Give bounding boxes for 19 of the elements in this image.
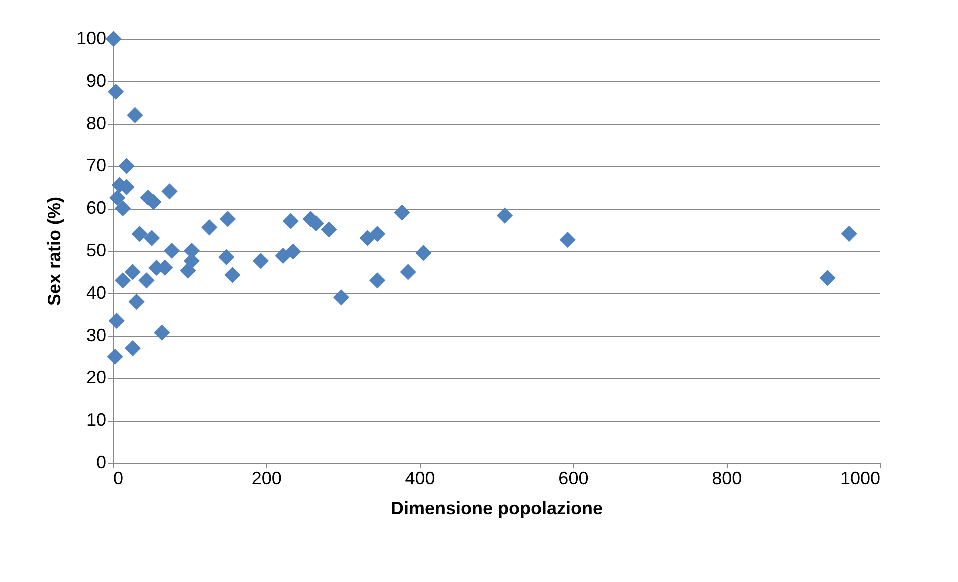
y-tick-label: 30 (86, 325, 106, 346)
y-tick-label: 80 (86, 113, 106, 134)
y-axis-title: Sex ratio (%) (44, 196, 64, 306)
y-tick-label: 70 (86, 156, 106, 176)
y-tick-label: 20 (86, 368, 106, 388)
x-tick-label: 1000 (840, 468, 880, 488)
y-tick-label: 90 (86, 70, 106, 91)
y-tick-label: 50 (86, 240, 106, 260)
x-tick-label: 200 (252, 468, 282, 488)
y-tick-label: 100 (76, 28, 106, 48)
y-tick-label: 60 (86, 198, 106, 218)
y-tick-label: 10 (86, 410, 106, 430)
x-axis-title: Dimensione popolazione (390, 498, 604, 518)
x-tick-label: 400 (405, 468, 436, 488)
y-tick-label: 0 (96, 452, 106, 472)
x-tick-label: 600 (558, 468, 589, 488)
y-tick-label: 40 (86, 282, 106, 303)
x-tick-label: 800 (712, 468, 742, 488)
x-tick-label: 0 (114, 468, 124, 488)
